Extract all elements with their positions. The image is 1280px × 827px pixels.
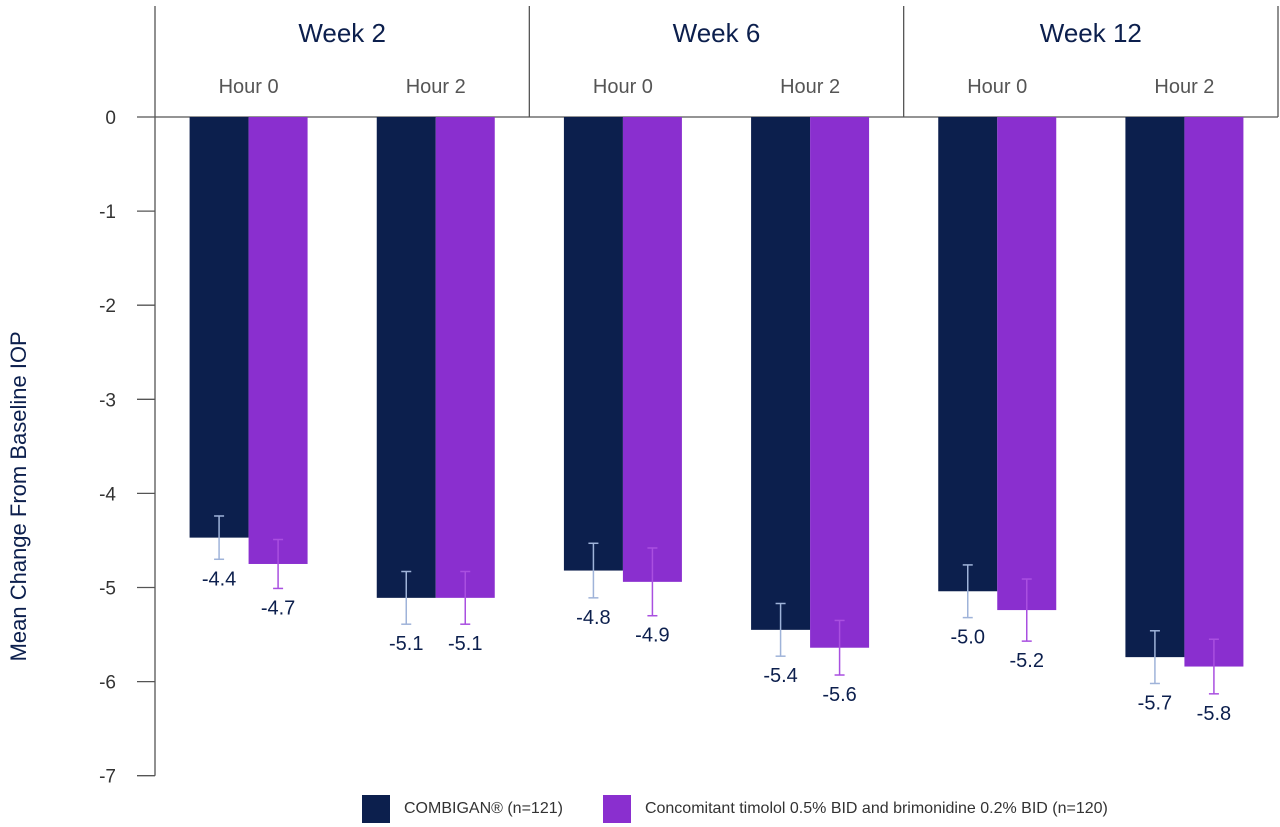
group-header: Week 6 xyxy=(673,18,761,48)
bar xyxy=(189,117,249,538)
legend-item-combigan: COMBIGAN® (n=121) xyxy=(362,795,563,823)
y-tick-label: -3 xyxy=(99,390,116,411)
legend-label-combigan: COMBIGAN® (n=121) xyxy=(404,800,563,817)
group-header: Week 12 xyxy=(1040,18,1142,48)
bar xyxy=(376,117,436,598)
data-label: -5.6 xyxy=(822,684,856,706)
data-label: -4.9 xyxy=(635,625,669,647)
group-header: Week 2 xyxy=(298,18,386,48)
category-label: Hour 0 xyxy=(219,76,279,98)
data-label: -5.1 xyxy=(448,633,482,655)
data-label: -5.1 xyxy=(389,633,423,655)
bar xyxy=(1184,117,1244,667)
y-tick-label: -5 xyxy=(99,579,116,600)
data-label: -5.2 xyxy=(1010,650,1044,672)
bar xyxy=(938,117,998,592)
category-label: Hour 2 xyxy=(780,76,840,98)
bar xyxy=(248,117,308,564)
y-tick-label: -2 xyxy=(99,296,116,317)
legend-item-concomitant: Concomitant timolol 0.5% BID and brimoni… xyxy=(602,795,1108,823)
category-label: Hour 0 xyxy=(593,76,653,98)
data-label: -4.8 xyxy=(576,607,610,629)
bar xyxy=(810,117,870,648)
bar xyxy=(1125,117,1185,658)
bar xyxy=(435,117,495,598)
bar xyxy=(563,117,623,571)
data-label: -5.4 xyxy=(763,665,797,687)
data-label: -5.0 xyxy=(951,627,985,649)
legend: COMBIGAN® (n=121) Concomitant timolol 0.… xyxy=(362,795,1148,823)
y-tick-label: -6 xyxy=(99,673,116,694)
legend-swatch-concomitant xyxy=(602,795,631,823)
y-tick-label: -4 xyxy=(99,484,116,505)
bar xyxy=(622,117,682,582)
legend-label-concomitant: Concomitant timolol 0.5% BID and brimoni… xyxy=(644,800,1108,817)
category-label: Hour 2 xyxy=(1154,76,1214,98)
y-axis-title: Mean Change From Baseline IOP xyxy=(6,331,31,661)
data-label: -4.4 xyxy=(202,568,236,590)
bar xyxy=(751,117,811,630)
category-label: Hour 2 xyxy=(406,76,466,98)
data-label: -4.7 xyxy=(261,597,295,619)
data-label: -5.8 xyxy=(1197,703,1231,725)
category-label: Hour 0 xyxy=(967,76,1027,98)
y-tick-label: 0 xyxy=(105,108,116,129)
bar xyxy=(997,117,1057,611)
y-tick-label: -1 xyxy=(99,202,116,223)
y-tick-label: -7 xyxy=(99,767,116,788)
legend-swatch-combigan xyxy=(362,795,390,823)
data-label: -5.7 xyxy=(1138,692,1172,714)
